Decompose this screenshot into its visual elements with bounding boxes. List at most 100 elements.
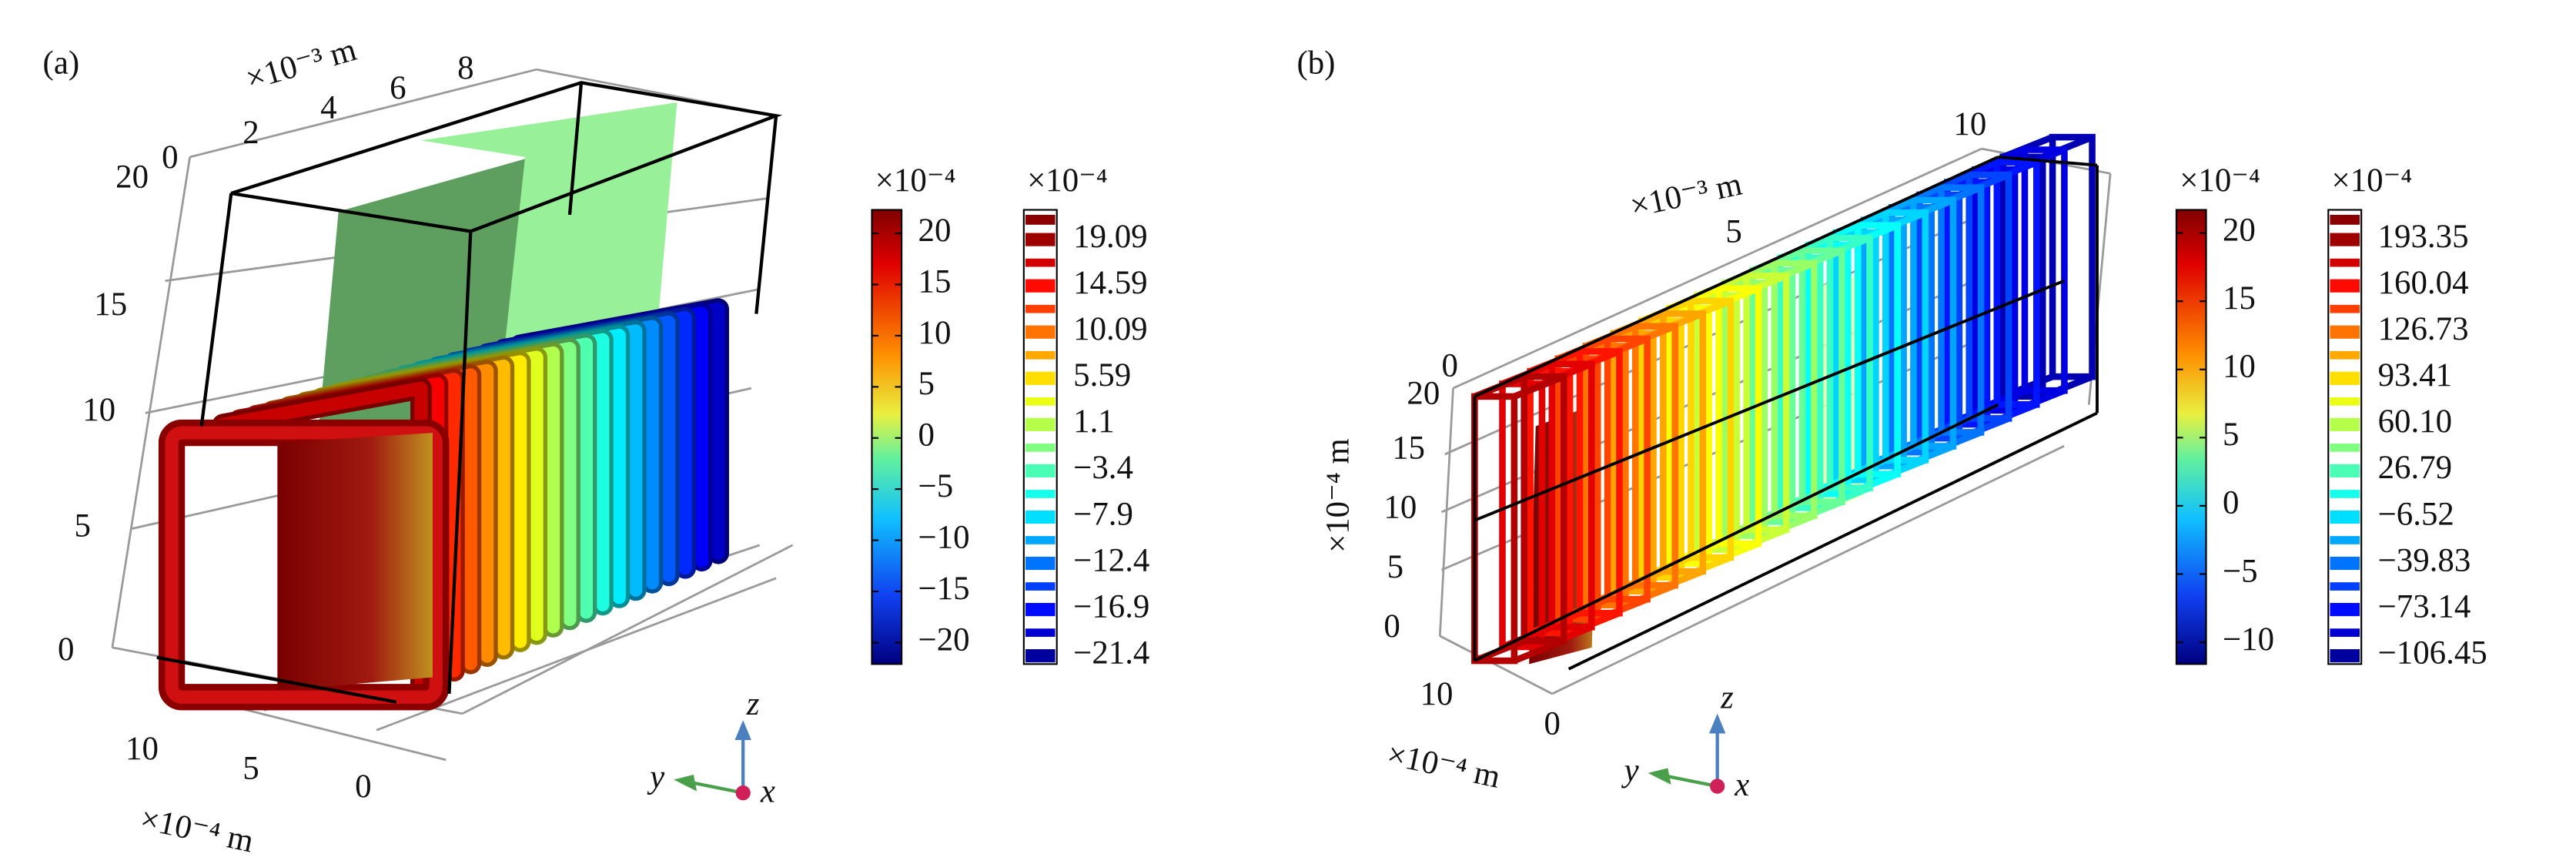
legend-label: 193.35 (2378, 219, 2469, 255)
tick-label: 20 (1407, 376, 1440, 412)
level-stripe-minor (1025, 444, 1055, 452)
coil-frame (1576, 348, 1623, 617)
tick-label: 0 (1441, 347, 1457, 383)
tick-label: 0 (1544, 706, 1560, 742)
legend-label: −12.4 (1073, 542, 1149, 578)
tick-label: 8 (457, 50, 473, 86)
colorbar-multiplier: ×10⁻⁴ (875, 162, 956, 199)
tick-label: 5 (75, 507, 91, 544)
legend-label: 160.04 (2378, 265, 2469, 301)
legend-label: −73.14 (2378, 588, 2471, 625)
colorbar-label: −5 (918, 468, 954, 504)
level-stripe-minor (1025, 628, 1055, 637)
colorbar-label: 10 (918, 315, 952, 351)
triad-label: z (1720, 679, 1734, 715)
legend-label: −7.9 (1073, 496, 1133, 532)
legend-label: 60.10 (2378, 404, 2452, 440)
tick-label: 6 (390, 70, 406, 106)
level-stripe-minor (1025, 304, 1055, 313)
axis-unit: ×10⁻⁴ m (1384, 736, 1504, 795)
tick-label: 2 (243, 115, 259, 151)
level-stripe-minor (1025, 214, 1055, 225)
coil-frame (2049, 133, 2096, 380)
box-edge (199, 193, 233, 427)
legend-label: −106.45 (2378, 635, 2487, 671)
legend-label: −39.83 (2378, 542, 2471, 578)
coil-frame (1715, 285, 1762, 548)
tick-label: 10 (1383, 490, 1417, 526)
tick-label: 5 (243, 751, 259, 787)
level-stripe (1025, 371, 1055, 385)
axis-unit: ×10⁻⁴ m (137, 801, 256, 860)
tick-label: 4 (320, 90, 336, 126)
coil-front (165, 426, 443, 704)
level-stripe (1025, 602, 1055, 617)
coil-frame (1548, 360, 1595, 631)
legend-label: 10.09 (1073, 311, 1147, 347)
tick-label: 0 (1383, 608, 1400, 645)
box-edge (1474, 403, 1999, 662)
legend-label: 19.09 (1073, 219, 1147, 255)
triad-arrow (734, 720, 751, 741)
tick-label: 15 (1392, 430, 1425, 467)
level-stripe-minor (2330, 258, 2360, 267)
level-stripe-minor (1025, 258, 1055, 267)
level-stripe (2330, 417, 2360, 431)
triad-axis (1667, 775, 1718, 789)
level-stripe (1025, 649, 1055, 663)
slice-face (277, 433, 433, 691)
coil-frame (2021, 146, 2068, 394)
level-stripe (1025, 279, 1055, 293)
triad-axis (693, 781, 744, 795)
coil-frame (1910, 196, 1957, 450)
legend-label: −21.4 (1073, 635, 1149, 671)
colorbar-label: 5 (918, 366, 935, 402)
colorbar (871, 209, 903, 665)
axis-unit: ×10⁻⁴ m (1320, 438, 1356, 553)
level-stripe (1025, 233, 1055, 246)
level-stripe (1025, 556, 1055, 571)
coil-frame (1965, 171, 2012, 422)
triad-origin (735, 785, 751, 801)
triad-arrow (674, 775, 698, 792)
level-stripe (1025, 510, 1055, 524)
tick-label: 5 (1725, 214, 1741, 250)
tick-label: 0 (355, 769, 371, 805)
colorbar-label: −15 (918, 571, 970, 607)
level-stripe (1025, 464, 1055, 477)
level-stripe-minor (2330, 582, 2360, 591)
grid-line-3d (1438, 388, 1454, 636)
triad-label: y (1621, 752, 1640, 789)
box-edge (447, 231, 473, 695)
level-stripe-minor (1025, 582, 1055, 591)
level-stripe (2330, 602, 2360, 617)
legend-label: 5.59 (1073, 357, 1131, 393)
level-stripe (1025, 325, 1055, 339)
legend-label: −6.52 (2378, 496, 2454, 532)
legend-label: 26.79 (2378, 450, 2452, 486)
coil-frame (1798, 247, 1845, 505)
colorbar-label: −20 (918, 621, 970, 658)
coil-frame (1938, 184, 1985, 436)
tick-label: 0 (162, 139, 178, 176)
tick-label: 10 (125, 731, 159, 767)
colorbar-label: −10 (918, 519, 970, 555)
coil-frame (1688, 297, 1735, 561)
legend-label: 1.1 (1073, 404, 1115, 440)
level-stripe-minor (2330, 350, 2360, 360)
legend-frame (1022, 209, 1058, 665)
triad-label: y (647, 759, 665, 795)
colorbar-multiplier: ×10⁻⁴ (2180, 162, 2260, 199)
grid-line-3d (111, 156, 192, 648)
tick-label: 10 (82, 392, 115, 428)
level-stripe-minor (1025, 536, 1055, 544)
legend-label: 14.59 (1073, 265, 1147, 301)
triad-label: x (1734, 767, 1749, 803)
level-stripe-minor (1025, 490, 1055, 498)
tick-label: 5 (1387, 549, 1403, 585)
grid-line-3d (376, 577, 777, 732)
level-stripe-minor (1025, 397, 1055, 406)
level-stripe-minor (2330, 536, 2360, 544)
